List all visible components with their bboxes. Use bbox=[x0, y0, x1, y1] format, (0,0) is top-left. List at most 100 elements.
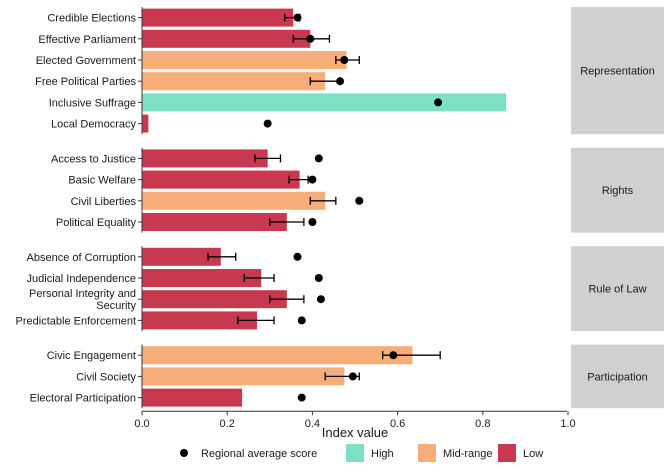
panel-strip bbox=[571, 344, 664, 409]
y-tick-label: Free Political Parties bbox=[35, 76, 136, 88]
average-point bbox=[306, 34, 315, 43]
average-point bbox=[434, 98, 443, 107]
average-point bbox=[314, 154, 323, 163]
panel-strip bbox=[571, 7, 664, 135]
panel-strip bbox=[571, 147, 664, 233]
bar bbox=[142, 191, 326, 210]
x-tick-label: 0.8 bbox=[475, 418, 490, 430]
row-inclusive-suffrage: Inclusive Suffrage bbox=[49, 93, 507, 112]
y-tick-label: Predictable Enforcement bbox=[16, 315, 136, 327]
row-local-democracy: Local Democracy bbox=[51, 114, 272, 133]
bar bbox=[142, 149, 268, 168]
legend-label-mid-range: Mid-range bbox=[443, 448, 493, 460]
average-point bbox=[314, 274, 323, 282]
bar bbox=[142, 8, 294, 27]
panel-strip-label: Representation bbox=[580, 66, 655, 78]
legend-swatch-high bbox=[346, 444, 364, 462]
row-elected-government: Elected Government bbox=[36, 51, 360, 69]
bar bbox=[142, 311, 258, 330]
y-tick-label: Elected Government bbox=[36, 55, 136, 67]
row-judicial-independence: Judicial Independence bbox=[27, 269, 323, 287]
panel-strip-label: Rule of Law bbox=[588, 284, 646, 296]
row-civic-engagement: Civic Engagement bbox=[47, 346, 441, 365]
y-tick-label: Basic Welfare bbox=[68, 175, 136, 187]
panel-rights: Rights Access to Justice Basic Welfare Civi… bbox=[51, 147, 664, 233]
bar bbox=[142, 93, 507, 112]
bar bbox=[142, 170, 300, 189]
row-personal-integrity-and-security: Personal Integrity and Security bbox=[29, 288, 325, 312]
average-point bbox=[293, 252, 302, 261]
legend-average-label: Regional average score bbox=[201, 448, 317, 460]
row-free-political-parties: Free Political Parties bbox=[35, 72, 345, 91]
y-tick-label: Access to Justice bbox=[51, 153, 136, 165]
y-tick-label: Credible Elections bbox=[47, 13, 136, 25]
panel-strip-label: Participation bbox=[587, 371, 648, 383]
x-tick-label: 0.2 bbox=[220, 418, 235, 430]
average-point bbox=[297, 316, 306, 325]
chart-panels: Representation Credible Elections Effectiv… bbox=[16, 7, 664, 409]
average-point bbox=[293, 13, 302, 22]
legend-average-marker bbox=[180, 449, 188, 457]
row-effective-parliament: Effective Parliament bbox=[38, 29, 331, 48]
y-tick-label: Civic Engagement bbox=[47, 350, 136, 362]
y-tick-label: Judicial Independence bbox=[27, 273, 136, 285]
x-axis: 0.0 0.2 0.4 0.6 0.8 1.0 bbox=[134, 410, 576, 430]
average-point bbox=[336, 77, 345, 86]
average-point bbox=[316, 295, 325, 304]
bar bbox=[142, 367, 345, 386]
bar bbox=[142, 72, 326, 91]
row-predictable-enforcement: Predictable Enforcement bbox=[16, 311, 306, 330]
average-point bbox=[340, 56, 349, 64]
legend: Regional average score High Mid-range Low bbox=[180, 444, 543, 462]
legend-swatch-low bbox=[498, 444, 516, 462]
row-basic-welfare: Basic Welfare bbox=[68, 170, 317, 189]
y-tick-label: Electoral Participation bbox=[30, 393, 136, 405]
row-civil-society: Civil Society bbox=[76, 367, 360, 386]
legend-label-low: Low bbox=[523, 448, 543, 460]
x-tick-label: 1.0 bbox=[560, 418, 575, 430]
x-tick-label: 0.0 bbox=[134, 418, 149, 430]
average-point bbox=[297, 393, 306, 402]
y-tick-label: Personal Integrity and Security bbox=[29, 288, 137, 312]
bar bbox=[142, 114, 149, 133]
average-point bbox=[308, 175, 317, 184]
y-tick-label: Civil Society bbox=[76, 371, 136, 383]
bar bbox=[142, 290, 287, 309]
legend-swatch-mid-range bbox=[418, 444, 436, 462]
x-tick-label: 0.6 bbox=[390, 418, 405, 430]
legend-label-high: High bbox=[371, 448, 394, 460]
row-civil-liberties: Civil Liberties bbox=[71, 191, 364, 210]
average-point bbox=[263, 119, 272, 128]
row-electoral-participation: Electoral Participation bbox=[30, 388, 306, 407]
y-tick-label: Local Democracy bbox=[51, 119, 136, 131]
bar bbox=[142, 247, 221, 266]
average-point bbox=[389, 351, 398, 360]
row-access-to-justice: Access to Justice bbox=[51, 149, 323, 168]
y-tick-label: Civil Liberties bbox=[71, 196, 137, 208]
row-credible-elections: Credible Elections bbox=[47, 8, 302, 27]
panel-strip bbox=[571, 246, 664, 331]
average-point bbox=[308, 218, 317, 226]
row-political-equality: Political Equality bbox=[56, 213, 317, 231]
x-tick-label: 0.4 bbox=[305, 418, 320, 430]
bar bbox=[142, 346, 413, 365]
y-tick-label-line: Personal Integrity and bbox=[29, 288, 136, 300]
bar bbox=[142, 213, 287, 231]
bar bbox=[142, 29, 311, 48]
y-tick-label-line: Security bbox=[96, 300, 136, 312]
bar bbox=[142, 51, 347, 69]
average-point bbox=[348, 372, 357, 381]
bar bbox=[142, 269, 262, 287]
bar bbox=[142, 388, 243, 407]
y-tick-label: Effective Parliament bbox=[38, 34, 136, 46]
x-axis-title: Index value bbox=[322, 425, 389, 440]
panel-representation: Representation Credible Elections Effectiv… bbox=[35, 7, 664, 135]
row-absence-of-corruption: Absence of Corruption bbox=[27, 247, 302, 266]
y-tick-label: Absence of Corruption bbox=[27, 252, 136, 264]
panel-participation: Participation Civic Engagement Civil Socie… bbox=[30, 344, 664, 409]
panel-strip-label: Rights bbox=[602, 185, 634, 197]
y-tick-label: Inclusive Suffrage bbox=[49, 97, 136, 109]
panel-rule-of-law: Rule of Law Absence of Corruption Judicial… bbox=[16, 246, 664, 331]
average-point bbox=[355, 196, 364, 205]
